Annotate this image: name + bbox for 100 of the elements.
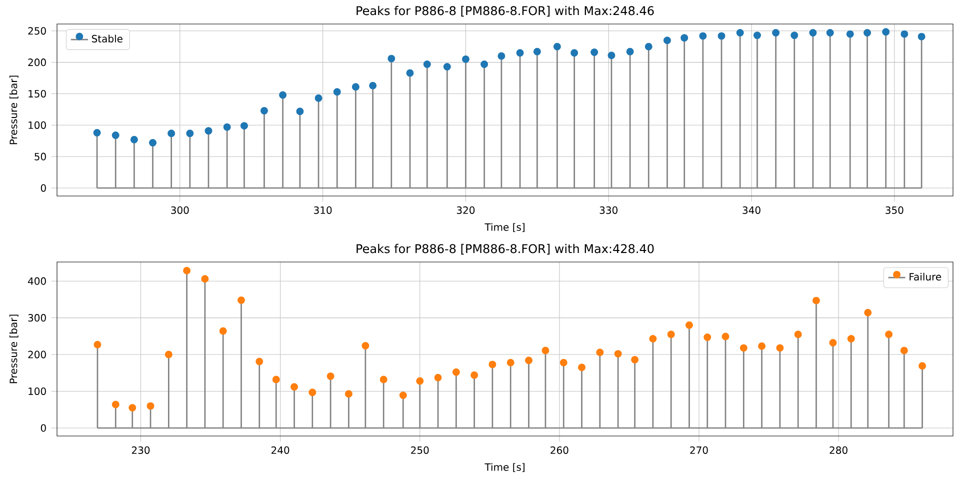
point — [201, 275, 209, 283]
x-tick-label: 260 — [550, 446, 568, 454]
point — [847, 335, 855, 342]
point — [740, 344, 748, 352]
point — [608, 52, 616, 60]
x-tick-label: 340 — [742, 206, 760, 214]
y-tick-label: 200 — [28, 350, 46, 358]
point — [480, 60, 488, 68]
point — [882, 28, 890, 36]
point — [736, 29, 744, 37]
point — [314, 94, 322, 102]
y-tick-label: 150 — [28, 90, 46, 98]
point — [516, 49, 524, 57]
point — [506, 358, 514, 366]
point — [223, 123, 231, 131]
point — [809, 29, 817, 37]
point — [524, 356, 532, 364]
x-tick-label: 320 — [456, 206, 475, 214]
point — [680, 34, 688, 42]
point — [553, 42, 561, 50]
point — [130, 136, 138, 144]
y-tick-label: 300 — [28, 314, 46, 322]
point — [93, 128, 101, 136]
point — [812, 296, 820, 304]
point — [380, 376, 388, 384]
point — [570, 49, 578, 57]
x-tick-label: 280 — [830, 446, 848, 454]
point — [186, 130, 194, 138]
point — [369, 82, 377, 90]
point — [578, 364, 586, 372]
point — [590, 48, 598, 56]
point — [758, 342, 766, 350]
point — [663, 36, 671, 44]
point — [790, 32, 798, 40]
point — [443, 62, 451, 70]
point — [362, 342, 370, 350]
point — [533, 48, 541, 56]
legend-label: Failure — [910, 272, 942, 281]
point — [649, 335, 657, 342]
point — [308, 388, 316, 396]
point — [885, 330, 893, 338]
point — [772, 29, 780, 37]
x-tick-label: 270 — [690, 446, 708, 454]
point — [542, 346, 550, 354]
point — [290, 383, 298, 391]
point — [864, 308, 872, 316]
point — [722, 332, 730, 340]
point — [846, 30, 854, 38]
point — [614, 350, 622, 358]
y-axis-title: Pressure [bar] — [9, 76, 18, 144]
x-tick-label: 310 — [314, 206, 332, 214]
x-tick-label: 230 — [132, 446, 150, 454]
y-tick-label: 250 — [28, 27, 46, 35]
point — [900, 30, 908, 38]
point — [631, 356, 639, 364]
point — [753, 32, 761, 40]
point — [112, 131, 120, 139]
x-tick-label: 330 — [600, 206, 618, 214]
y-tick-label: 200 — [28, 58, 46, 66]
point — [596, 348, 604, 356]
point — [168, 130, 176, 138]
point — [918, 32, 926, 40]
point — [699, 32, 707, 40]
point — [452, 368, 460, 376]
point — [333, 88, 341, 96]
point — [794, 330, 802, 338]
point — [279, 91, 287, 99]
point — [352, 83, 360, 91]
point — [388, 54, 396, 62]
y-tick-label: 400 — [28, 277, 46, 285]
y-tick-label: 0 — [40, 184, 46, 192]
x-tick-label: 240 — [272, 446, 290, 454]
y-axis-title: Pressure [bar] — [9, 314, 18, 384]
y-tick-label: 50 — [34, 152, 46, 160]
point — [626, 48, 634, 56]
point — [704, 334, 712, 342]
point — [416, 377, 424, 385]
point — [326, 372, 334, 380]
point — [644, 42, 652, 50]
point — [146, 402, 154, 410]
point — [94, 340, 102, 348]
chart-title: Peaks for P886-8 [PM886-8.FOR] with Max:248.46 — [356, 6, 654, 17]
point — [296, 108, 304, 116]
point — [470, 371, 478, 379]
y-tick-label: 0 — [40, 424, 46, 432]
point — [776, 344, 784, 352]
point — [918, 362, 926, 370]
point — [864, 29, 872, 37]
point — [488, 360, 496, 368]
point — [272, 376, 280, 384]
x-tick-label: 350 — [886, 206, 904, 214]
point — [667, 330, 675, 338]
point — [240, 122, 248, 130]
x-axis-title: Time [s] — [484, 223, 524, 232]
point — [219, 327, 227, 335]
point — [149, 139, 156, 146]
point — [829, 339, 837, 347]
point — [406, 69, 414, 77]
point — [204, 127, 212, 135]
point — [260, 106, 268, 114]
